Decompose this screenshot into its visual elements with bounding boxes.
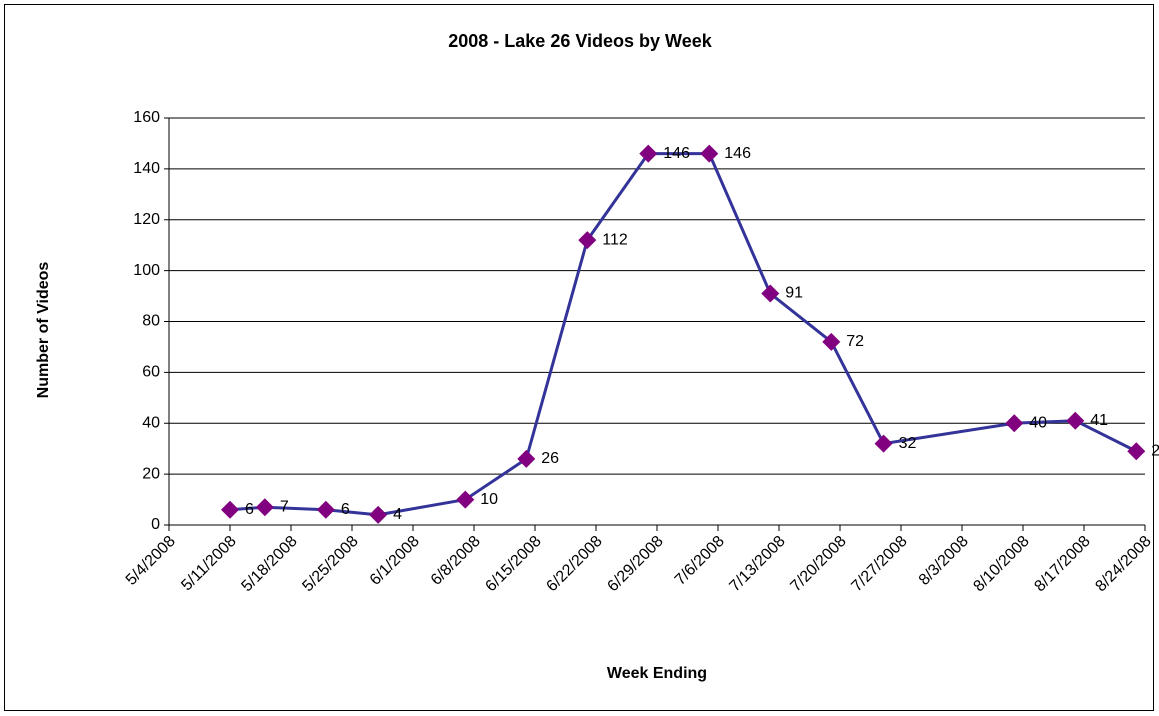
marker xyxy=(369,505,388,524)
y-tick-label: 20 xyxy=(142,465,160,482)
data-label: 32 xyxy=(899,435,917,452)
marker xyxy=(700,144,719,163)
data-label: 4 xyxy=(393,506,402,523)
data-label: 10 xyxy=(480,491,498,508)
data-label: 112 xyxy=(602,231,628,248)
marker xyxy=(255,498,274,517)
y-tick-label: 100 xyxy=(133,262,160,279)
y-tick-label: 140 xyxy=(133,160,160,177)
marker xyxy=(316,500,335,519)
y-axis-label: Number of Videos xyxy=(35,262,52,399)
y-tick-label: 0 xyxy=(151,516,160,533)
data-label: 29 xyxy=(1151,442,1159,459)
y-tick-label: 40 xyxy=(142,414,160,431)
marker xyxy=(221,500,239,519)
y-tick-label: 160 xyxy=(133,109,160,126)
marker xyxy=(578,231,597,250)
marker xyxy=(874,434,893,453)
marker xyxy=(1127,442,1146,461)
data-label: 7 xyxy=(280,498,289,515)
marker xyxy=(456,490,475,509)
data-label: 91 xyxy=(785,285,803,302)
data-label: 41 xyxy=(1090,412,1108,429)
x-axis-label: Week Ending xyxy=(607,665,707,682)
data-label: 146 xyxy=(663,145,690,162)
chart-title: 2008 - Lake 26 Videos by Week xyxy=(448,31,712,51)
marker xyxy=(639,144,658,163)
marker xyxy=(1005,414,1024,433)
y-tick-label: 60 xyxy=(142,364,160,381)
data-label: 6 xyxy=(341,501,350,518)
marker xyxy=(517,449,536,468)
data-label: 146 xyxy=(724,145,751,162)
y-tick-label: 80 xyxy=(142,313,160,330)
data-label: 6 xyxy=(245,501,254,518)
marker xyxy=(822,332,841,351)
data-label: 26 xyxy=(541,450,559,467)
marker xyxy=(761,284,780,303)
data-label: 40 xyxy=(1029,414,1047,431)
marker xyxy=(1066,411,1085,430)
data-label: 72 xyxy=(846,333,864,350)
y-tick-label: 120 xyxy=(133,211,160,228)
chart-frame xyxy=(4,4,1154,711)
